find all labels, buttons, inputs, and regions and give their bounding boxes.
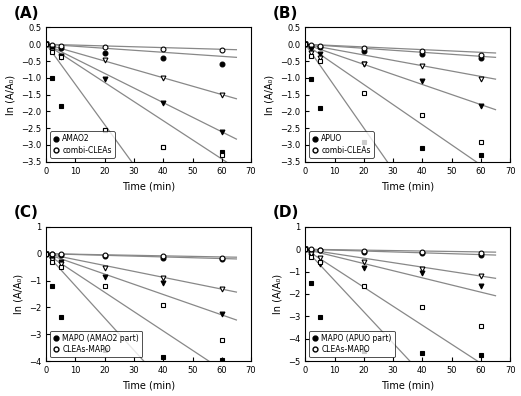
Y-axis label: ln (A/A₀): ln (A/A₀): [272, 274, 282, 314]
Y-axis label: ln (A/A₀): ln (A/A₀): [14, 274, 23, 314]
Text: (A): (A): [14, 6, 39, 21]
X-axis label: Time (min): Time (min): [381, 381, 435, 390]
Text: (C): (C): [14, 205, 39, 220]
Legend: MAPO (APUO part), CLEAs-MAPO: MAPO (APUO part), CLEAs-MAPO: [309, 331, 395, 357]
Legend: MAPO (AMAO2 part), CLEAs-MAPO: MAPO (AMAO2 part), CLEAs-MAPO: [50, 331, 142, 357]
Legend: APUO, combi-CLEAs: APUO, combi-CLEAs: [309, 131, 374, 158]
Text: (D): (D): [272, 205, 299, 220]
Y-axis label: ln (A/A₀): ln (A/A₀): [6, 74, 16, 114]
Text: (B): (B): [272, 6, 298, 21]
X-axis label: Time (min): Time (min): [122, 181, 175, 191]
X-axis label: Time (min): Time (min): [122, 381, 175, 390]
Y-axis label: ln (A/A₀): ln (A/A₀): [265, 74, 275, 114]
Legend: AMAO2, combi-CLEAs: AMAO2, combi-CLEAs: [50, 131, 115, 158]
X-axis label: Time (min): Time (min): [381, 181, 435, 191]
